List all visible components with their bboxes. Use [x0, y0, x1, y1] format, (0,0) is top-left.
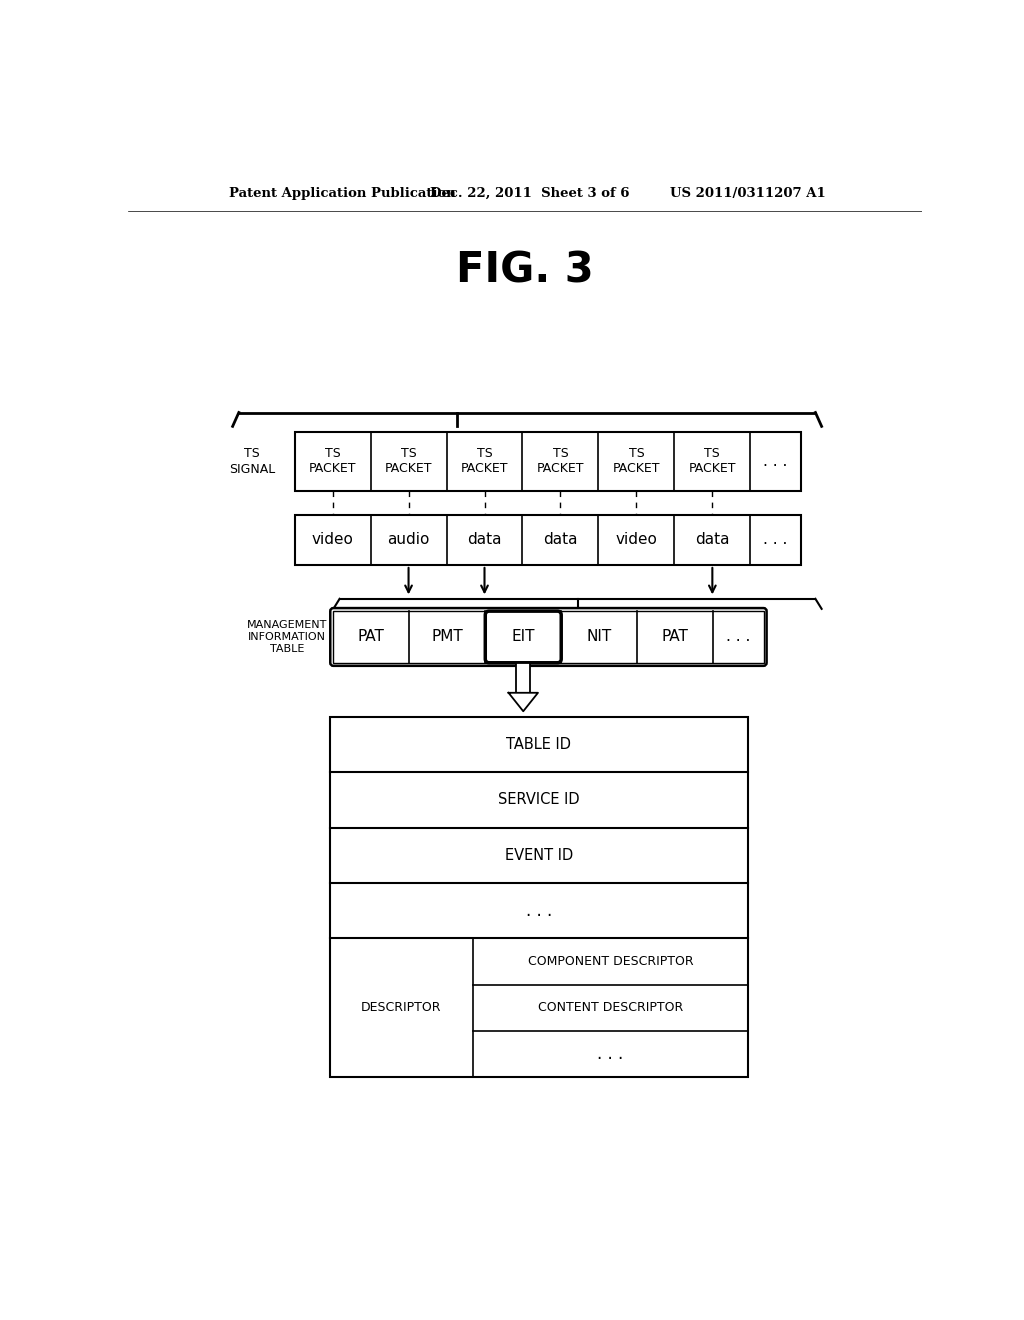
Text: NIT: NIT — [587, 630, 611, 644]
Text: PAT: PAT — [358, 630, 385, 644]
Text: TS
PACKET: TS PACKET — [385, 447, 432, 475]
Text: . . .: . . . — [763, 454, 787, 469]
Text: . . .: . . . — [726, 630, 751, 644]
Text: data: data — [543, 532, 578, 548]
Text: . . .: . . . — [597, 1045, 624, 1063]
Text: EIT: EIT — [512, 630, 535, 644]
Bar — [516, 663, 530, 693]
Bar — [295, 432, 801, 491]
FancyBboxPatch shape — [485, 611, 561, 663]
Bar — [334, 611, 764, 663]
Text: TS
PACKET: TS PACKET — [612, 447, 660, 475]
Text: . . .: . . . — [763, 532, 787, 548]
Text: audio: audio — [387, 532, 430, 548]
Bar — [295, 515, 801, 565]
Text: EVENT ID: EVENT ID — [505, 847, 572, 863]
Text: TS
PACKET: TS PACKET — [461, 447, 508, 475]
Text: TABLE ID: TABLE ID — [506, 737, 571, 752]
Text: MANAGEMENT
INFORMATION
TABLE: MANAGEMENT INFORMATION TABLE — [247, 619, 327, 655]
FancyBboxPatch shape — [331, 609, 767, 665]
Text: TS
PACKET: TS PACKET — [688, 447, 736, 475]
Text: video: video — [615, 532, 657, 548]
Text: TS
PACKET: TS PACKET — [309, 447, 356, 475]
Text: PAT: PAT — [662, 630, 688, 644]
Text: DESCRIPTOR: DESCRIPTOR — [360, 1001, 441, 1014]
Polygon shape — [509, 693, 538, 711]
Text: data: data — [467, 532, 502, 548]
Text: TS
SIGNAL: TS SIGNAL — [229, 447, 275, 477]
Bar — [330, 717, 748, 1077]
Text: Patent Application Publication: Patent Application Publication — [228, 186, 456, 199]
Text: Dec. 22, 2011  Sheet 3 of 6: Dec. 22, 2011 Sheet 3 of 6 — [430, 186, 630, 199]
Text: PMT: PMT — [431, 630, 463, 644]
Text: TS
PACKET: TS PACKET — [537, 447, 585, 475]
Text: CONTENT DESCRIPTOR: CONTENT DESCRIPTOR — [538, 1001, 683, 1014]
Text: data: data — [695, 532, 729, 548]
Text: video: video — [311, 532, 353, 548]
Text: FIG. 3: FIG. 3 — [456, 249, 594, 290]
Text: SERVICE ID: SERVICE ID — [498, 792, 580, 808]
Text: US 2011/0311207 A1: US 2011/0311207 A1 — [671, 186, 826, 199]
Text: . . .: . . . — [525, 902, 552, 920]
Text: COMPONENT DESCRIPTOR: COMPONENT DESCRIPTOR — [527, 954, 693, 968]
